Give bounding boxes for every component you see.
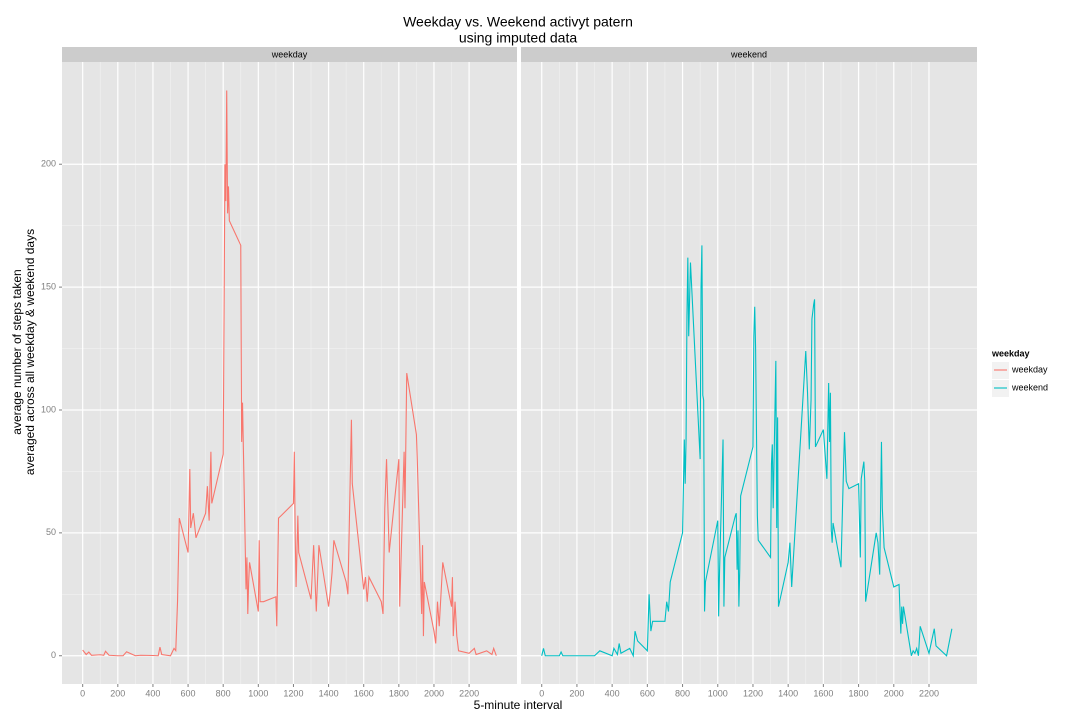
strip-label: weekend xyxy=(730,49,767,59)
x-tick-label: 1800 xyxy=(849,688,869,698)
x-tick-label: 1600 xyxy=(354,688,374,698)
x-tick-label: 2000 xyxy=(424,688,444,698)
x-tick-label: 0 xyxy=(80,688,85,698)
y-tick-label: 50 xyxy=(46,527,56,537)
data-line xyxy=(82,90,497,657)
y-tick-label: 0 xyxy=(51,650,56,660)
x-tick-label: 1200 xyxy=(283,688,303,698)
x-tick-label: 1200 xyxy=(743,688,763,698)
x-tick-label: 1000 xyxy=(708,688,728,698)
x-tick-label: 1800 xyxy=(389,688,409,698)
x-tick-label: 200 xyxy=(110,688,125,698)
x-tick-label: 800 xyxy=(675,688,690,698)
x-tick-label: 400 xyxy=(145,688,160,698)
x-tick-label: 1400 xyxy=(778,688,798,698)
legend-label: weekend xyxy=(1011,382,1048,392)
x-tick-label: 400 xyxy=(605,688,620,698)
x-tick-label: 2200 xyxy=(459,688,479,698)
x-tick-label: 200 xyxy=(569,688,584,698)
chart-title: Weekday vs. Weekend activyt patern xyxy=(403,14,633,30)
strip-label: weekday xyxy=(271,49,308,59)
strip-background xyxy=(521,47,977,62)
y-tick-label: 200 xyxy=(41,159,56,169)
x-tick-label: 800 xyxy=(216,688,231,698)
strip-background xyxy=(62,47,517,62)
legend-label: weekday xyxy=(1011,364,1048,374)
x-tick-label: 1400 xyxy=(319,688,339,698)
y-tick-label: 150 xyxy=(41,281,56,291)
x-tick-label: 600 xyxy=(181,688,196,698)
x-tick-label: 2200 xyxy=(919,688,939,698)
y-tick-label: 100 xyxy=(41,404,56,414)
x-axis-label: 5-minute interval xyxy=(474,698,563,712)
y-axis-label: average number of steps taken xyxy=(10,269,24,434)
x-tick-label: 2000 xyxy=(884,688,904,698)
y-axis-label: averaged across all weekday & weekend da… xyxy=(23,229,37,475)
x-tick-label: 1600 xyxy=(813,688,833,698)
data-line xyxy=(541,245,953,658)
x-tick-label: 1000 xyxy=(248,688,268,698)
x-tick-label: 0 xyxy=(539,688,544,698)
panel-background xyxy=(62,62,517,684)
panel-background xyxy=(521,62,977,684)
chart-subtitle: using imputed data xyxy=(459,30,578,46)
legend-title: weekday xyxy=(991,348,1030,358)
x-tick-label: 600 xyxy=(640,688,655,698)
